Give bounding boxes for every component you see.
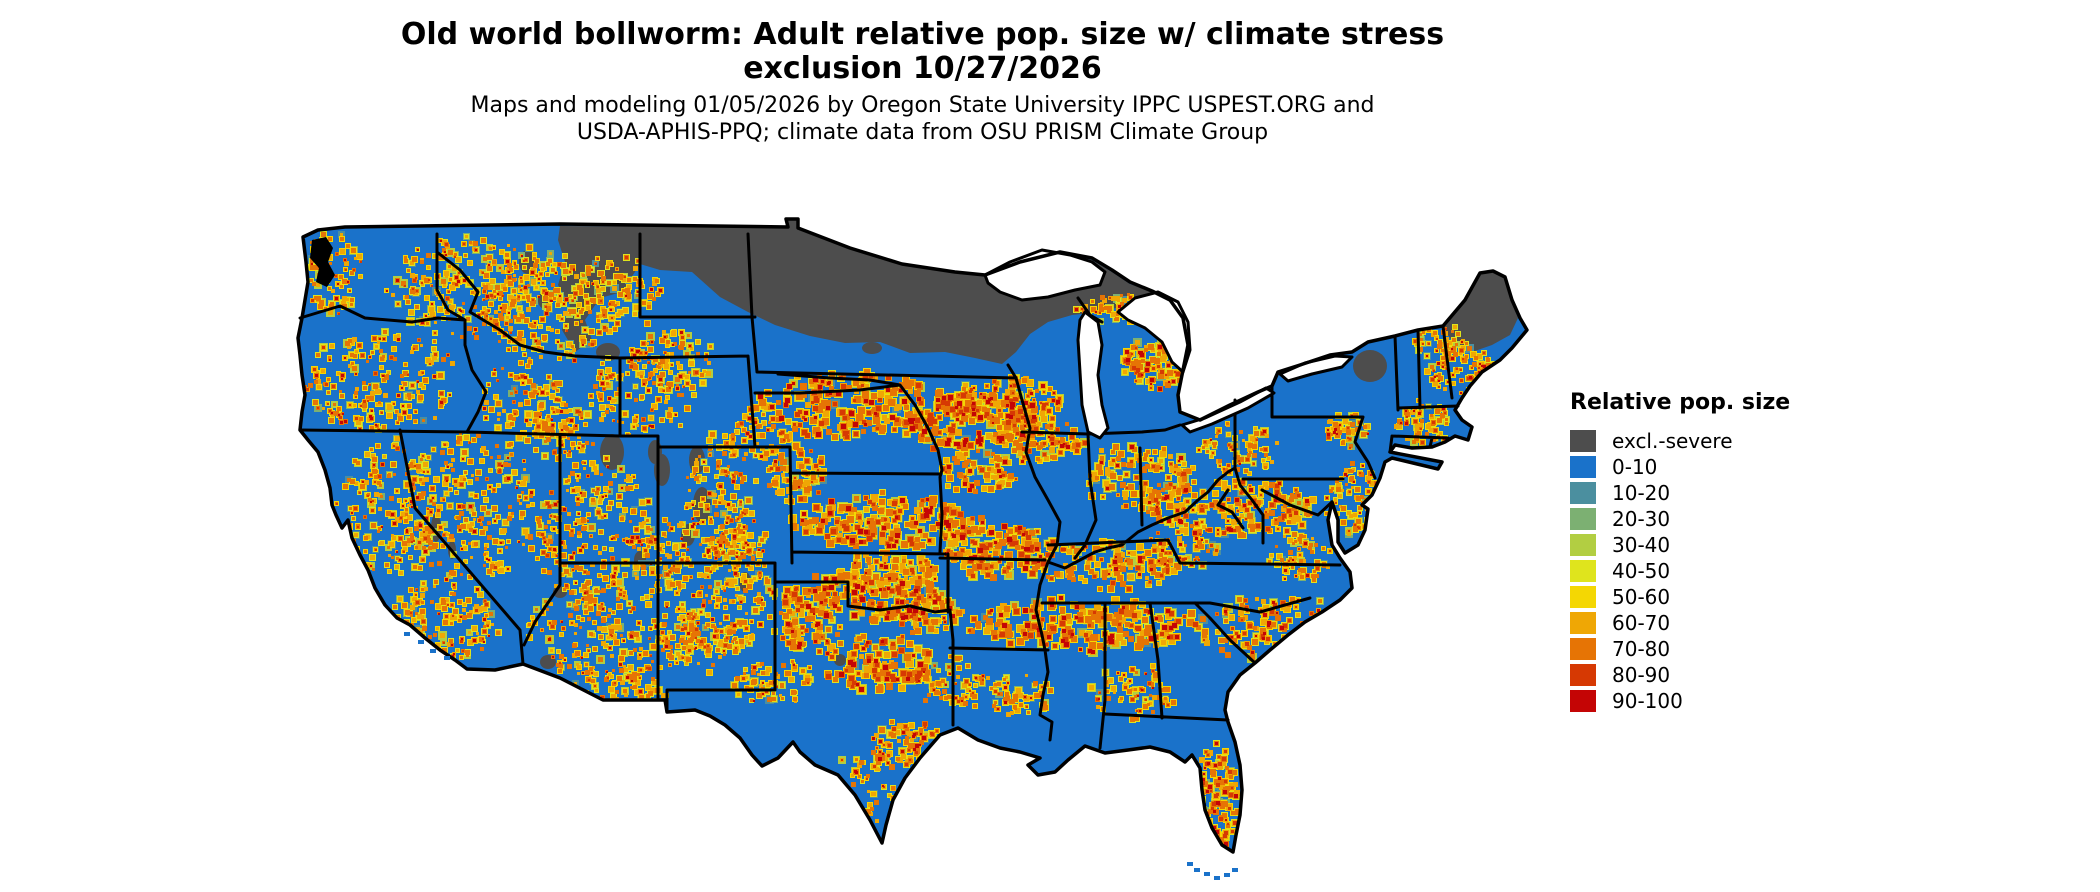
- map-title: Old world bollworm: Adult relative pop. …: [0, 18, 1845, 86]
- legend-item: 50-60: [1570, 584, 1790, 610]
- legend-swatch: [1570, 508, 1596, 530]
- legend-swatch: [1570, 586, 1596, 608]
- legend-label: 20-30: [1612, 507, 1671, 531]
- legend-item: 90-100: [1570, 688, 1790, 714]
- legend-label: 30-40: [1612, 533, 1671, 557]
- legend-swatch: [1570, 456, 1596, 478]
- legend-item: 30-40: [1570, 532, 1790, 558]
- legend-label: 50-60: [1612, 585, 1671, 609]
- legend-label: 40-50: [1612, 559, 1671, 583]
- legend-swatch: [1570, 638, 1596, 660]
- great-lake: [1076, 310, 1110, 440]
- legend-label: 0-10: [1612, 455, 1658, 479]
- legend-swatch: [1570, 664, 1596, 686]
- legend-swatch: [1570, 430, 1596, 452]
- legend-swatch: [1570, 612, 1596, 634]
- legend-item: 70-80: [1570, 636, 1790, 662]
- legend-item: 40-50: [1570, 558, 1790, 584]
- legend-label: 90-100: [1612, 689, 1683, 713]
- map-subtitle-line1: Maps and modeling 01/05/2026 by Oregon S…: [470, 93, 1375, 118]
- map-legend: Relative pop. size excl.-severe 0-10 10-20…: [1570, 390, 1790, 714]
- puget-sound: [310, 237, 335, 287]
- legend-title: Relative pop. size: [1570, 390, 1791, 415]
- map-subtitle: Maps and modeling 01/05/2026 by Oregon S…: [0, 92, 1845, 146]
- legend-swatch: [1570, 482, 1596, 504]
- map-title-line1: Old world bollworm: Adult relative pop. …: [400, 17, 1445, 52]
- legend-item: excl.-severe: [1570, 428, 1790, 454]
- legend-swatch: [1570, 560, 1596, 582]
- legend-label: excl.-severe: [1612, 429, 1733, 453]
- map-title-line2: exclusion 10/27/2026: [743, 51, 1102, 86]
- legend-label: 10-20: [1612, 481, 1671, 505]
- legend-swatch: [1570, 690, 1596, 712]
- legend-item: 20-30: [1570, 506, 1790, 532]
- map-subtitle-line2: USDA-APHIS-PPQ; climate data from OSU PR…: [576, 120, 1269, 145]
- legend-label: 70-80: [1612, 637, 1671, 661]
- legend-rows: excl.-severe 0-10 10-20 20-30 30-40 40-50 50-6…: [1570, 428, 1790, 714]
- legend-swatch: [1570, 534, 1596, 556]
- us-outline: [296, 217, 1529, 854]
- legend-label: 80-90: [1612, 663, 1671, 687]
- legend-item: 60-70: [1570, 610, 1790, 636]
- legend-item: 0-10: [1570, 454, 1790, 480]
- legend-label: 60-70: [1612, 611, 1671, 635]
- legend-item: 80-90: [1570, 662, 1790, 688]
- legend-item: 10-20: [1570, 480, 1790, 506]
